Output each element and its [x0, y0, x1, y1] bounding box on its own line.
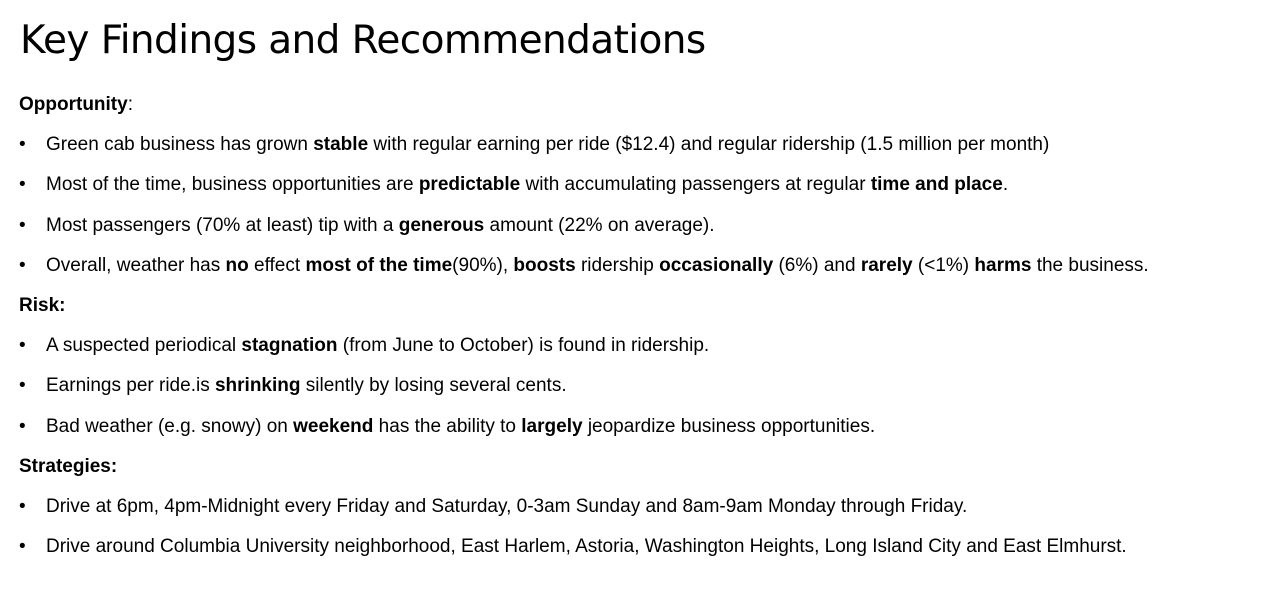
section-heading: Opportunity:	[19, 85, 1264, 125]
bullet-dot-icon: •	[19, 134, 26, 156]
bullet-item: • A suspected periodical stagnation (from…	[19, 326, 1264, 366]
bullet-text-run: Earnings per ride.is	[46, 375, 215, 397]
section-heading: Strategies:	[19, 447, 1264, 487]
bullet-text: Earnings per ride.is shrinking silently …	[46, 366, 567, 406]
bullet-text-emphasis: time and place	[870, 174, 1003, 196]
bullet-text: A suspected periodical stagnation (from …	[46, 326, 709, 366]
bullet-text-run: Bad weather (e.g. snowy) on	[46, 415, 294, 437]
bullet-item: • Bad weather (e.g. snowy) on weekend has…	[19, 407, 1264, 447]
bullet-dot-icon: •	[19, 214, 26, 236]
bullet-text-run: jeopardize business opportunities.	[582, 415, 876, 437]
bullet-text: Bad weather (e.g. snowy) on weekend has …	[46, 407, 875, 447]
bullet-text-run: amount (22% on average).	[484, 214, 715, 236]
bullet-text-run: Drive around Columbia University neighbo…	[46, 536, 1127, 558]
bullet-item: • Overall, weather has no effect most of …	[19, 246, 1264, 286]
bullet-text-run: has the ability to	[373, 415, 522, 437]
bullet-text-emphasis: stable	[313, 134, 369, 156]
bullet-dot-icon: •	[19, 254, 26, 276]
bullet-text: Overall, weather has no effect most of t…	[46, 246, 1149, 286]
bullet-item: • Green cab business has grown stable wit…	[19, 125, 1264, 165]
bullet-text: Most passengers (70% at least) tip with …	[46, 206, 715, 246]
bullet-text: Most of the time, business opportunities…	[46, 165, 1008, 205]
bullet-item: • Drive around Columbia University neighb…	[19, 527, 1264, 567]
bullet-text: Drive at 6pm, 4pm-Midnight every Friday …	[46, 487, 967, 527]
bullet-text-run: .	[1002, 174, 1009, 196]
bullet-text-run: Overall, weather has	[46, 254, 226, 276]
section-heading: Risk:	[19, 286, 1264, 326]
bullet-text-emphasis: generous	[398, 214, 485, 236]
bullet-text-emphasis: stagnation	[241, 335, 338, 357]
section-heading-suffix: :	[127, 94, 133, 115]
bullet-text-run: (6%) and	[773, 254, 861, 276]
bullet-text-emphasis: boosts	[513, 254, 576, 276]
bullet-dot-icon: •	[19, 415, 26, 437]
bullet-text-run: (<1%)	[912, 254, 975, 276]
bullet-text-run: Most of the time, business opportunities…	[46, 174, 419, 196]
bullet-text-emphasis: harms	[974, 254, 1032, 276]
bullet-text-emphasis: rarely	[860, 254, 913, 276]
section-heading-label: Risk:	[19, 294, 66, 316]
bullet-text-emphasis: predictable	[418, 174, 521, 196]
bullet-item: • Most passengers (70% at least) tip with…	[19, 206, 1264, 246]
bullet-item: • Drive at 6pm, 4pm-Midnight every Friday…	[19, 487, 1264, 527]
bullet-text-run: Green cab business has grown	[46, 134, 314, 156]
bullet-text: Drive around Columbia University neighbo…	[46, 527, 1127, 567]
bullet-text-run: Drive at 6pm, 4pm-Midnight every Friday …	[46, 495, 968, 517]
bullet-text-run: with accumulating passengers at regular	[520, 174, 871, 196]
bullet-dot-icon: •	[19, 495, 26, 517]
bullet-text-run: the business.	[1031, 254, 1149, 276]
bullet-text: Green cab business has grown stable with…	[46, 125, 1049, 165]
bullet-text-run: silently by losing several cents.	[300, 375, 567, 397]
section-heading-label: Strategies:	[19, 455, 118, 477]
bullet-text-run: with regular earning per ride ($12.4) an…	[368, 134, 1050, 156]
bullet-text-emphasis: most of the time	[305, 254, 453, 276]
bullet-text-run: A suspected periodical	[46, 335, 242, 357]
section-heading-label: Opportunity	[19, 94, 128, 115]
bullet-text-emphasis: occasionally	[659, 254, 774, 276]
slide-body: Opportunity: • Green cab business has grow…	[19, 85, 1264, 567]
bullet-text-emphasis: largely	[521, 415, 583, 437]
bullet-dot-icon: •	[19, 335, 26, 357]
bullet-text-run: (from June to October) is found in rider…	[337, 335, 710, 357]
slide-title: Key Findings and Recommendations	[20, 18, 706, 63]
bullet-text-run: ridership	[575, 254, 660, 276]
bullet-text-emphasis: shrinking	[214, 375, 301, 397]
bullet-text-run: effect	[248, 254, 306, 276]
bullet-item: • Most of the time, business opportunitie…	[19, 165, 1264, 205]
bullet-text-emphasis: no	[225, 254, 249, 276]
bullet-dot-icon: •	[19, 174, 26, 196]
bullet-item: • Earnings per ride.is shrinking silently…	[19, 366, 1264, 406]
bullet-text-run: Most passengers (70% at least) tip with …	[46, 214, 399, 236]
bullet-text-run: (90%),	[452, 254, 514, 276]
bullet-text-emphasis: weekend	[293, 415, 374, 437]
bullet-dot-icon: •	[19, 375, 26, 397]
bullet-dot-icon: •	[19, 536, 26, 558]
